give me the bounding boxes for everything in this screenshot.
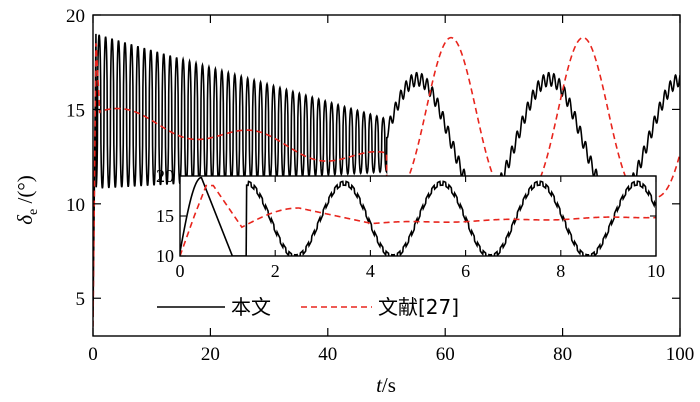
axis-labels: t/s δe /(°) [13,175,396,397]
x-tick-label: 20 [201,344,220,365]
x-tick-label: 100 [666,344,695,365]
x-axis-label: t/s [376,373,396,397]
x-tick-label: 40 [318,344,337,365]
x-tick-label: 0 [88,344,98,365]
plot-frame [92,14,681,337]
inset-x-tick-label: 4 [366,261,375,281]
x-tick-label: 60 [436,344,455,365]
inset-y-tick-label: 15 [156,206,174,226]
y-tick-label: 20 [66,6,85,27]
inset-x-tick-label: 2 [271,261,280,281]
inset-x-tick-label: 10 [647,261,665,281]
legend-label-bengwen: 本文 [231,295,271,319]
inset-x-tick-label: 8 [556,261,565,281]
inset-x-tick-label: 0 [176,261,185,281]
y-tick-label: 15 [66,100,85,121]
inset-y-tick-label: 10 [156,246,174,266]
legend: 本文 文献[27] [157,295,459,319]
inset-plot: 0 2 4 6 8 10 10 15 20 [156,166,665,281]
series-line-wenxian27 [93,36,680,327]
series-line-bengwen [93,33,680,318]
inset-x-tick-label: 6 [461,261,470,281]
y-axis-label: δe /(°) [13,175,41,224]
inset-series-wenxian27 [180,184,656,256]
inset-y-tick-label: 20 [156,166,174,186]
inset-series-bengwen [180,176,656,256]
y-tick-label: 5 [76,289,86,310]
inset-background [180,176,656,256]
y-tick-label: 10 [66,195,85,216]
x-tick-label: 80 [553,344,572,365]
legend-label-wenxian27: 文献[27] [378,295,459,319]
